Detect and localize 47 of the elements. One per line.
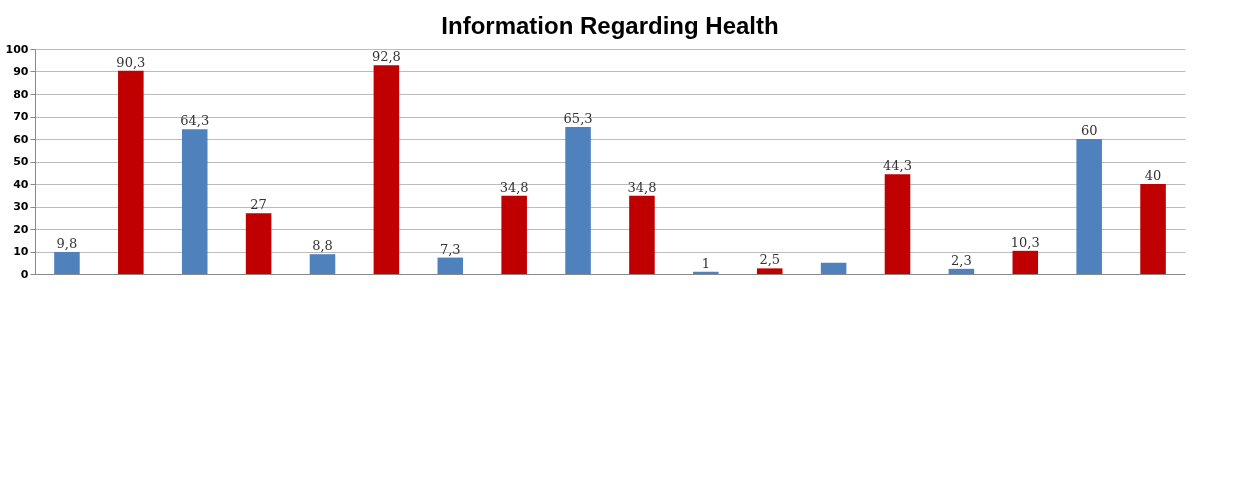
bar bbox=[437, 257, 464, 274]
bar bbox=[1140, 184, 1166, 274]
bar bbox=[884, 174, 911, 274]
y-tick-label: 50 bbox=[13, 155, 29, 168]
y-tick-label: 10 bbox=[13, 245, 29, 258]
bar bbox=[118, 70, 144, 274]
y-tick-label: 40 bbox=[13, 177, 29, 191]
data-label: 92,8 bbox=[371, 49, 401, 65]
data-label: 9,8 bbox=[56, 235, 78, 251]
y-tick-label: 80 bbox=[13, 87, 29, 101]
data-label: 64,3 bbox=[180, 113, 210, 129]
y-tick-label: 0 bbox=[20, 267, 29, 281]
y-tick-label: 30 bbox=[13, 200, 29, 213]
bar bbox=[54, 251, 80, 274]
data-label: 65,3 bbox=[563, 111, 593, 127]
y-tick-label: 70 bbox=[13, 110, 29, 123]
bar bbox=[565, 127, 591, 274]
bar bbox=[1076, 139, 1102, 274]
chart-title: Information Regarding Health bbox=[441, 12, 779, 39]
data-label: 2,3 bbox=[951, 252, 972, 268]
data-label: 44,3 bbox=[883, 158, 912, 174]
bar bbox=[501, 195, 527, 274]
bar bbox=[756, 268, 783, 274]
bar bbox=[629, 195, 655, 274]
data-label: 90,3 bbox=[116, 54, 146, 70]
data-label: 7,3 bbox=[439, 241, 461, 257]
y-tick-label: 20 bbox=[13, 222, 29, 236]
data-label: 8,8 bbox=[312, 238, 333, 254]
data-label: 1 bbox=[701, 255, 710, 271]
bar bbox=[245, 213, 272, 274]
y-tick-label: 90 bbox=[13, 65, 29, 78]
bar bbox=[820, 262, 847, 274]
y-tick-label: 100 bbox=[5, 42, 29, 56]
bar bbox=[373, 65, 400, 274]
data-label: 34,8 bbox=[627, 179, 657, 195]
bar bbox=[693, 271, 719, 274]
bar bbox=[948, 268, 975, 274]
bar bbox=[309, 254, 336, 274]
data-label: 27 bbox=[250, 197, 267, 213]
data-label: 40 bbox=[1144, 168, 1162, 183]
data-label: 60 bbox=[1080, 123, 1098, 138]
bar bbox=[1012, 250, 1039, 274]
data-label: 10,3 bbox=[1010, 234, 1040, 250]
bar bbox=[181, 129, 208, 274]
data-label: 2,5 bbox=[759, 252, 781, 268]
data-label: 34,8 bbox=[499, 179, 529, 195]
y-tick-label: 60 bbox=[13, 132, 29, 146]
